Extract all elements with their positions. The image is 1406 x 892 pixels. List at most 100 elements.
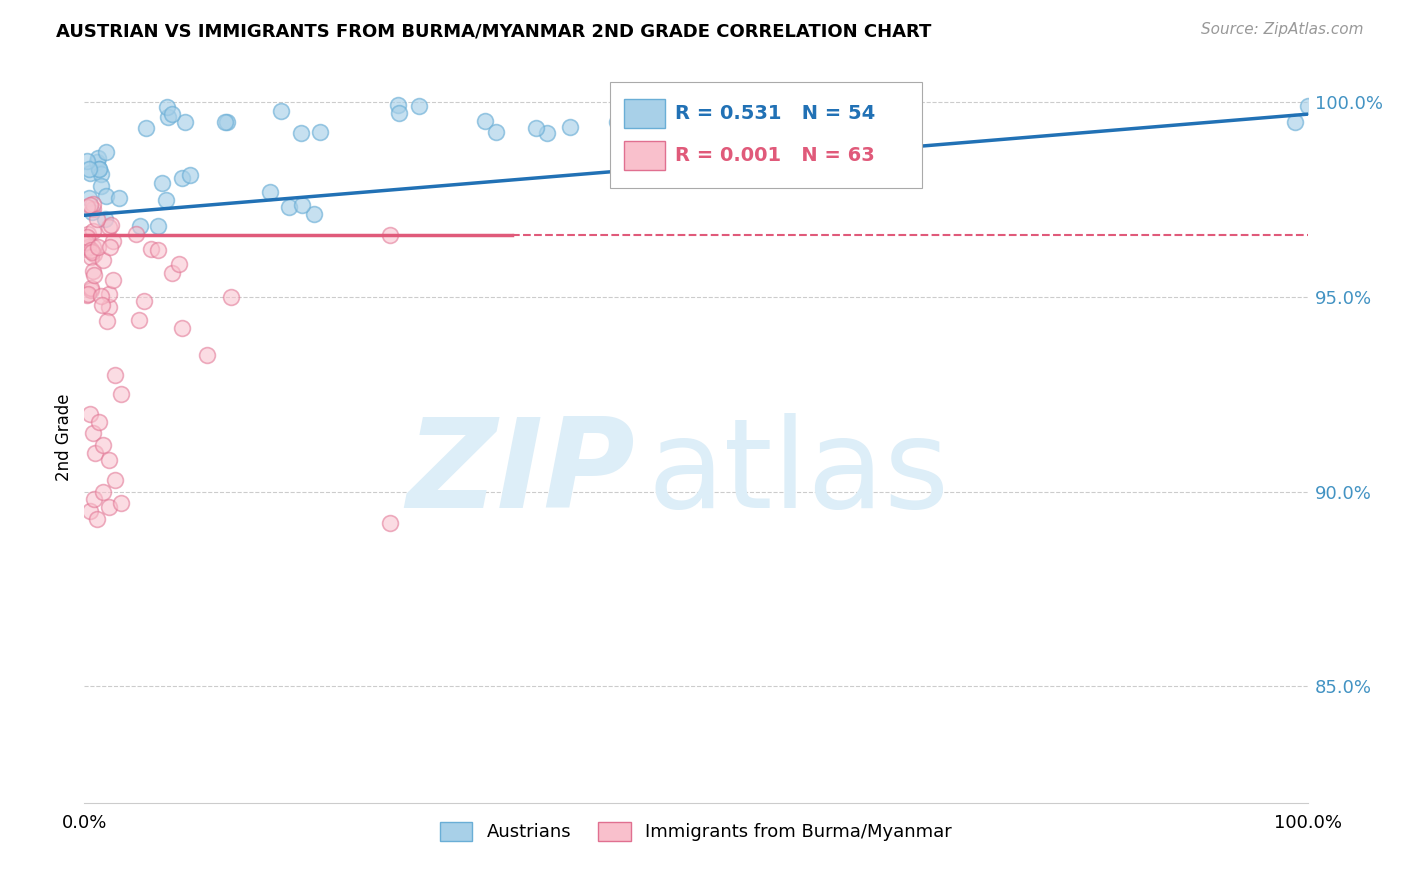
Point <box>83 268 105 282</box>
Point <box>135 120 157 135</box>
Text: Source: ZipAtlas.com: Source: ZipAtlas.com <box>1201 22 1364 37</box>
Point <box>94 145 117 159</box>
Point <box>219 290 242 304</box>
Point <box>98 219 121 234</box>
Point <box>94 211 117 226</box>
Point <box>77 227 100 241</box>
Legend: Austrians, Immigrants from Burma/Myanmar: Austrians, Immigrants from Burma/Myanmar <box>433 814 959 848</box>
Point <box>217 115 239 129</box>
Point <box>76 200 98 214</box>
Point <box>104 473 127 487</box>
Point <box>82 204 104 219</box>
Point <box>76 153 98 168</box>
Point <box>83 247 105 261</box>
Point <box>86 512 108 526</box>
Point <box>97 500 120 515</box>
Point <box>156 110 179 124</box>
Point <box>76 288 98 302</box>
Point <box>90 288 112 302</box>
Text: R = 0.001   N = 63: R = 0.001 N = 63 <box>675 146 875 165</box>
Point <box>91 484 114 499</box>
Point <box>146 244 169 258</box>
Point <box>80 283 103 297</box>
FancyBboxPatch shape <box>624 99 665 128</box>
Point <box>291 198 314 212</box>
Point <box>108 191 131 205</box>
Point <box>104 368 127 382</box>
Point <box>82 224 104 238</box>
Point <box>97 301 120 315</box>
Point <box>1284 115 1306 129</box>
Point <box>172 321 194 335</box>
Point <box>79 166 101 180</box>
Point <box>86 240 108 254</box>
Point <box>387 97 409 112</box>
Point <box>155 193 177 207</box>
Point <box>82 426 104 441</box>
Point <box>536 126 558 140</box>
FancyBboxPatch shape <box>610 82 922 188</box>
Point <box>89 161 111 176</box>
Text: AUSTRIAN VS IMMIGRANTS FROM BURMA/MYANMAR 2ND GRADE CORRELATION CHART: AUSTRIAN VS IMMIGRANTS FROM BURMA/MYANMA… <box>56 22 932 40</box>
Point <box>79 504 101 518</box>
Point <box>79 407 101 421</box>
Point <box>132 293 155 308</box>
Point <box>270 103 292 118</box>
Point <box>485 124 508 138</box>
Point <box>474 113 496 128</box>
Point <box>100 240 122 254</box>
Y-axis label: 2nd Grade: 2nd Grade <box>55 393 73 481</box>
Point <box>167 257 190 271</box>
Point <box>76 287 98 301</box>
Point <box>82 264 104 278</box>
Text: ZIP: ZIP <box>406 413 636 534</box>
Point <box>82 196 104 211</box>
Point <box>89 161 111 176</box>
Point <box>290 126 312 140</box>
Point <box>101 234 124 248</box>
Point <box>94 189 117 203</box>
Point <box>91 252 114 267</box>
Point <box>195 348 218 362</box>
Point <box>811 109 834 123</box>
Point <box>90 179 112 194</box>
Point <box>141 242 163 256</box>
Point <box>388 106 411 120</box>
Point <box>91 438 114 452</box>
Point <box>214 115 236 129</box>
Point <box>79 243 101 257</box>
Point <box>863 103 886 118</box>
Point <box>77 161 100 176</box>
Point <box>179 168 201 182</box>
Point <box>98 287 121 301</box>
Point <box>150 177 173 191</box>
Point <box>87 151 110 165</box>
Point <box>90 298 112 312</box>
Point <box>831 122 853 136</box>
Point <box>80 244 103 259</box>
Point <box>80 280 103 294</box>
Point <box>302 207 325 221</box>
Point <box>86 155 108 169</box>
Point <box>1296 99 1319 113</box>
Point <box>86 212 108 227</box>
Point <box>170 170 193 185</box>
Point <box>83 492 105 507</box>
Point <box>100 218 122 232</box>
Point <box>790 104 813 119</box>
Point <box>156 100 179 114</box>
Point <box>524 120 547 135</box>
Point <box>82 240 104 254</box>
Point <box>128 312 150 326</box>
Point <box>380 227 402 242</box>
Point <box>309 125 332 139</box>
Point <box>162 106 184 120</box>
Point <box>125 227 148 241</box>
Point <box>87 415 110 429</box>
Point <box>82 202 104 217</box>
Point <box>90 167 112 181</box>
Text: R = 0.531   N = 54: R = 0.531 N = 54 <box>675 104 876 123</box>
Point <box>79 198 101 212</box>
Point <box>560 120 582 134</box>
Point <box>380 516 402 530</box>
